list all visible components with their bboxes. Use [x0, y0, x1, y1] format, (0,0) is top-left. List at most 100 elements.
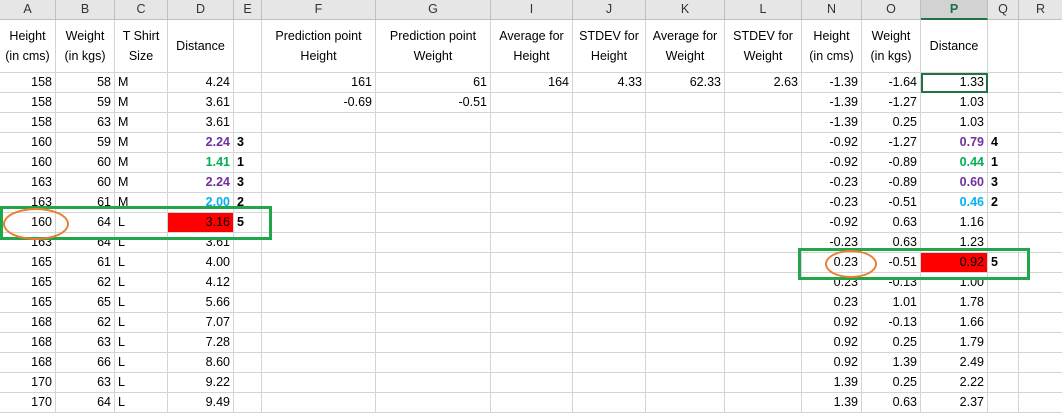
cell-q17[interactable] [988, 373, 1019, 393]
cell-n10[interactable]: -0.23 [802, 233, 862, 253]
cell-n7[interactable]: -0.23 [802, 173, 862, 193]
cell-n2[interactable]: -1.39 [802, 73, 862, 93]
column-header-p[interactable]: P [921, 0, 988, 20]
cell-k6[interactable] [646, 153, 725, 173]
cell-n13[interactable]: 0.23 [802, 293, 862, 313]
cell-g18[interactable] [376, 393, 491, 413]
cell-e2[interactable] [234, 73, 262, 93]
header-cell-r[interactable] [1019, 20, 1062, 73]
header-cell-q[interactable] [988, 20, 1019, 73]
cell-n18[interactable]: 1.39 [802, 393, 862, 413]
cell-i10[interactable] [491, 233, 573, 253]
header-cell-f[interactable]: Prediction point Height [262, 20, 376, 73]
cell-e6[interactable]: 1 [234, 153, 262, 173]
cell-i5[interactable] [491, 133, 573, 153]
cell-k7[interactable] [646, 173, 725, 193]
cell-e13[interactable] [234, 293, 262, 313]
header-cell-a[interactable]: Height (in cms) [0, 20, 56, 73]
column-header-n[interactable]: N [802, 0, 862, 20]
cell-k3[interactable] [646, 93, 725, 113]
cell-n8[interactable]: -0.23 [802, 193, 862, 213]
cell-g7[interactable] [376, 173, 491, 193]
cell-r11[interactable] [1019, 253, 1062, 273]
cell-c10[interactable]: L [115, 233, 168, 253]
cell-j12[interactable] [573, 273, 646, 293]
cell-o17[interactable]: 0.25 [862, 373, 921, 393]
cell-j7[interactable] [573, 173, 646, 193]
cell-e16[interactable] [234, 353, 262, 373]
cell-a12[interactable]: 165 [0, 273, 56, 293]
cell-d9[interactable]: 3.16 [168, 213, 234, 233]
cell-i17[interactable] [491, 373, 573, 393]
cell-f2[interactable]: 161 [262, 73, 376, 93]
column-header-l[interactable]: L [725, 0, 802, 20]
cell-d3[interactable]: 3.61 [168, 93, 234, 113]
cell-p8[interactable]: 0.46 [921, 193, 988, 213]
cell-k10[interactable] [646, 233, 725, 253]
cell-l5[interactable] [725, 133, 802, 153]
cell-n15[interactable]: 0.92 [802, 333, 862, 353]
cell-j5[interactable] [573, 133, 646, 153]
cell-e10[interactable] [234, 233, 262, 253]
cell-e8[interactable]: 2 [234, 193, 262, 213]
cell-i15[interactable] [491, 333, 573, 353]
cell-c3[interactable]: M [115, 93, 168, 113]
cell-o5[interactable]: -1.27 [862, 133, 921, 153]
cell-e4[interactable] [234, 113, 262, 133]
cell-g11[interactable] [376, 253, 491, 273]
cell-p2[interactable]: 1.33 [921, 73, 988, 93]
cell-k16[interactable] [646, 353, 725, 373]
cell-a5[interactable]: 160 [0, 133, 56, 153]
cell-d16[interactable]: 8.60 [168, 353, 234, 373]
cell-q6[interactable]: 1 [988, 153, 1019, 173]
cell-q15[interactable] [988, 333, 1019, 353]
cell-d15[interactable]: 7.28 [168, 333, 234, 353]
cell-f9[interactable] [262, 213, 376, 233]
cell-k14[interactable] [646, 313, 725, 333]
cell-j6[interactable] [573, 153, 646, 173]
cell-r12[interactable] [1019, 273, 1062, 293]
cell-d5[interactable]: 2.24 [168, 133, 234, 153]
cell-q7[interactable]: 3 [988, 173, 1019, 193]
cell-j16[interactable] [573, 353, 646, 373]
cell-n14[interactable]: 0.92 [802, 313, 862, 333]
cell-p18[interactable]: 2.37 [921, 393, 988, 413]
cell-d13[interactable]: 5.66 [168, 293, 234, 313]
cell-k13[interactable] [646, 293, 725, 313]
cell-n12[interactable]: 0.23 [802, 273, 862, 293]
header-cell-k[interactable]: Average for Weight [646, 20, 725, 73]
cell-i11[interactable] [491, 253, 573, 273]
cell-l18[interactable] [725, 393, 802, 413]
cell-a2[interactable]: 158 [0, 73, 56, 93]
cell-q13[interactable] [988, 293, 1019, 313]
cell-f3[interactable]: -0.69 [262, 93, 376, 113]
cell-c17[interactable]: L [115, 373, 168, 393]
cell-j15[interactable] [573, 333, 646, 353]
cell-l12[interactable] [725, 273, 802, 293]
cell-k18[interactable] [646, 393, 725, 413]
cell-l2[interactable]: 2.63 [725, 73, 802, 93]
cell-l4[interactable] [725, 113, 802, 133]
cell-o10[interactable]: 0.63 [862, 233, 921, 253]
cell-b17[interactable]: 63 [56, 373, 115, 393]
cell-o3[interactable]: -1.27 [862, 93, 921, 113]
cell-f18[interactable] [262, 393, 376, 413]
cell-a17[interactable]: 170 [0, 373, 56, 393]
cell-f11[interactable] [262, 253, 376, 273]
column-header-q[interactable]: Q [988, 0, 1019, 20]
cell-j17[interactable] [573, 373, 646, 393]
cell-p17[interactable]: 2.22 [921, 373, 988, 393]
column-header-c[interactable]: C [115, 0, 168, 20]
cell-k2[interactable]: 62.33 [646, 73, 725, 93]
header-cell-b[interactable]: Weight (in kgs) [56, 20, 115, 73]
column-header-g[interactable]: G [376, 0, 491, 20]
column-header-r[interactable]: R [1019, 0, 1062, 20]
cell-a10[interactable]: 163 [0, 233, 56, 253]
cell-p15[interactable]: 1.79 [921, 333, 988, 353]
cell-g12[interactable] [376, 273, 491, 293]
cell-g17[interactable] [376, 373, 491, 393]
cell-j9[interactable] [573, 213, 646, 233]
cell-g13[interactable] [376, 293, 491, 313]
cell-j10[interactable] [573, 233, 646, 253]
cell-d17[interactable]: 9.22 [168, 373, 234, 393]
